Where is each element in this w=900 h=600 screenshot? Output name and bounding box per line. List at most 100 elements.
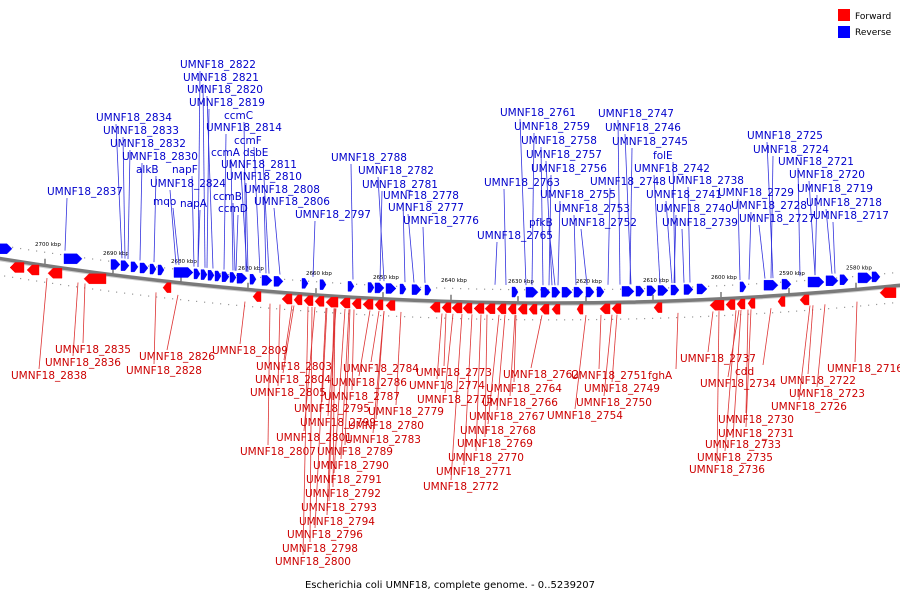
reverse-leader-line [814, 194, 818, 276]
reverse-leader-line [825, 208, 833, 274]
reverse-leader-line [531, 132, 535, 286]
reverse-leader-line [223, 133, 227, 270]
reverse-gene-label: UMNF18_2837 [47, 186, 123, 198]
forward-gene-label: UMNF18_2807 [240, 446, 316, 458]
guide-dot [284, 278, 286, 280]
guide-dot [804, 279, 806, 282]
forward-leader-line [395, 311, 402, 406]
guide-dot [796, 280, 798, 282]
forward-gene-label: UMNF18_2787 [324, 391, 400, 403]
reverse-gene-label: UMNF18_2721 [778, 156, 854, 168]
forward-gene-arrow [293, 294, 303, 306]
guide-dot [604, 288, 606, 291]
guide-dot [60, 253, 62, 256]
reverse-gene-label: UMNF18_2781 [362, 179, 438, 191]
reverse-gene-arrow [110, 259, 121, 270]
guide-dot [460, 318, 462, 320]
reverse-gene-label: UMNF18_2761 [500, 107, 576, 119]
guide-dot [596, 318, 598, 321]
reverse-gene-label: ccmA [211, 147, 241, 159]
reverse-gene-arrow [221, 271, 230, 282]
guide-dot [396, 315, 398, 317]
reverse-leader-line [617, 119, 621, 285]
guide-dot [212, 302, 214, 304]
forward-gene-arrow [653, 302, 663, 313]
tick-label: 2660 kbp [306, 271, 332, 277]
forward-gene-label: UMNF18_2722 [780, 375, 856, 387]
gene-arrows [0, 243, 897, 315]
guide-dot [620, 318, 622, 320]
forward-gene-label: UMNF18_2726 [771, 401, 847, 413]
reverse-gene-label: UMNF18_2834 [96, 112, 172, 124]
forward-leader-line [444, 313, 454, 394]
forward-gene-label: UMNF18_2809 [212, 345, 288, 357]
forward-gene-label: UMNF18_2762 [503, 369, 579, 381]
guide-dot [204, 301, 206, 303]
guide-dot [436, 317, 438, 319]
guide-dot [420, 286, 422, 288]
reverse-gene-label: alkB [136, 164, 159, 176]
reverse-gene-label: UMNF18_2717 [813, 210, 889, 222]
reverse-gene-label: UMNF18_2729 [718, 187, 794, 199]
guide-dot [292, 279, 294, 281]
forward-gene-label: UMNF18_2801 [276, 432, 352, 444]
guide-dot [780, 311, 782, 313]
guide-dot [340, 282, 342, 284]
reverse-leader-line [519, 118, 527, 286]
guide-dot [172, 298, 174, 300]
guide-dot [300, 310, 302, 312]
reverse-gene-arrow [635, 285, 645, 297]
forward-gene-label: UMNF18_2793 [301, 502, 377, 514]
reverse-gene-arrow [207, 270, 215, 281]
guide-dot [548, 319, 550, 321]
forward-gene-label: UMNF18_2838 [11, 370, 87, 382]
reverse-gene-label: ccmC [224, 110, 253, 122]
forward-leader-line [724, 310, 737, 452]
forward-gene-label: UMNF18_2783 [345, 434, 421, 446]
guide-dot [492, 318, 494, 320]
tick-label: 2700 kbp [35, 242, 61, 248]
forward-gene-arrow [539, 304, 550, 315]
reverse-gene-arrow [193, 268, 201, 280]
guide-dot [188, 299, 190, 302]
forward-gene-arrow [777, 296, 786, 307]
guide-dot [316, 311, 318, 313]
guide-dot [852, 306, 854, 308]
gene-labels: UMNF18_2822UMNF18_2821UMNF18_2820UMNF18_… [11, 59, 900, 568]
tick-label: 2580 kbp [846, 266, 872, 272]
forward-leader-line [340, 309, 350, 460]
reverse-gene-arrow [214, 270, 222, 282]
guide-dot [364, 314, 366, 316]
guide-dot [308, 310, 310, 312]
forward-leader-line [745, 309, 749, 414]
reverse-gene-arrow [525, 287, 539, 298]
guide-dot [436, 287, 438, 289]
reverse-leader-line [202, 83, 206, 268]
reverse-leader-line [153, 175, 157, 263]
guide-dot [780, 281, 782, 283]
forward-leader-line [333, 308, 346, 474]
reverse-gene-arrow [273, 276, 284, 287]
guide-dot [476, 318, 478, 320]
guide-dot [20, 277, 22, 280]
forward-gene-arrow [9, 262, 25, 273]
forward-leader-line [370, 310, 380, 363]
reverse-gene-arrow [399, 283, 407, 295]
reverse-leader-line [197, 70, 201, 267]
guide-dot [236, 304, 238, 306]
forward-gene-arrow [747, 298, 756, 309]
guide-dot [484, 318, 486, 320]
guide-dot [804, 309, 806, 312]
reverse-leader-line [687, 186, 691, 283]
reverse-leader-line [191, 175, 195, 267]
guide-dot [36, 280, 38, 282]
reverse-leader-line [673, 214, 677, 284]
guide-dot [164, 267, 166, 269]
guide-dot [340, 312, 342, 314]
reverse-leader-line [122, 136, 126, 259]
reverse-gene-arrow [157, 264, 165, 276]
reverse-gene-label: UMNF18_2720 [789, 169, 865, 181]
guide-dot [612, 288, 614, 290]
guide-dot [756, 313, 758, 315]
forward-gene-arrow [725, 299, 736, 310]
